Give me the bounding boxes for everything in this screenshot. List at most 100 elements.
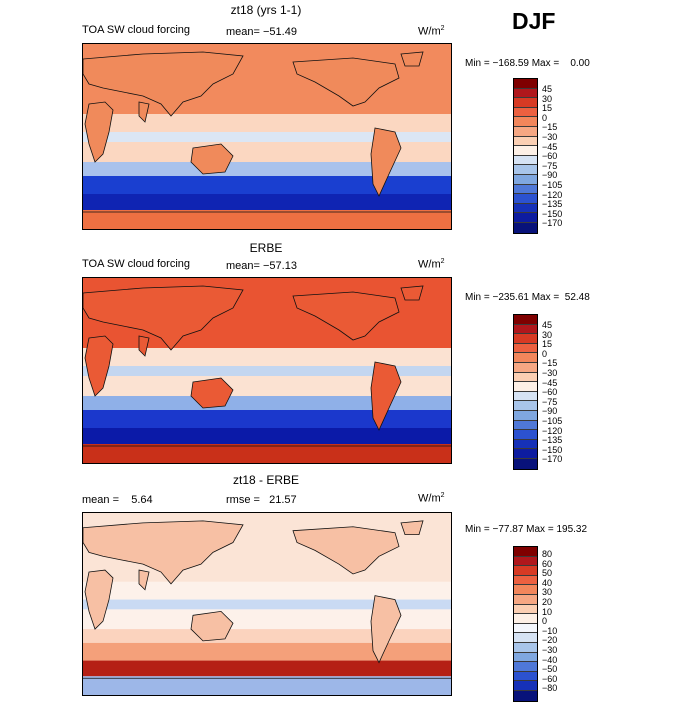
colorbar-tick-label: −105 [542,179,563,190]
continent-australia [191,611,233,641]
colorbar-tick-label: −170 [542,218,563,229]
colorbar-swatch [514,671,537,682]
panel-2-minmax: Min = −235.61 Max = 52.48 [465,292,590,303]
continent-australia [191,144,233,174]
panel-3-map-svg [83,513,451,695]
season-label: DJF [512,8,556,34]
colorbar-swatch [514,547,537,557]
colorbar-tick-label: −135 [542,199,563,210]
colorbar-swatch [514,604,537,615]
zonal-band-tropic [83,376,451,396]
colorbar-swatch [514,382,537,392]
zonal-band-tropic [83,348,451,366]
panel-2-colorbar-labels: 45 30 15 0 −15 −30 −45 −60 −75 −90 −105 −120 −135 −15… [542,320,563,465]
colorbar-swatch [514,614,537,624]
continent-eurasia [83,521,243,584]
colorbar-tick-label: −60 [542,387,558,398]
zonal-band-southern_deep [83,410,451,428]
colorbar-swatch [514,174,537,185]
colorbar-swatch [514,391,537,402]
zonal-band-itcz [83,599,451,610]
colorbar-tick-label: 40 [542,577,553,588]
zonal-band-southern_light [83,396,451,410]
continent-greenland [401,521,423,535]
colorbar-tick-label: −45 [542,377,558,388]
panel-1-map [82,43,452,230]
panel-1-colorbar [513,78,538,234]
colorbar-tick-label: 30 [542,93,553,104]
colorbar-tick-label: −10 [542,625,558,636]
continent-india [139,102,149,122]
colorbar-tick-label: 30 [542,329,553,340]
zonal-band-tropic [83,114,451,132]
colorbar-tick-label: −90 [542,406,558,417]
panel-2-variable-label: TOA SW cloud forcing [82,258,191,270]
panel-3-colorbar [513,546,538,702]
zonal-band-itcz [83,366,451,376]
colorbar-swatch [514,458,537,469]
panel-1-units: W/m2 [418,25,445,38]
colorbar-swatch [514,155,537,166]
colorbar-tick-label: −150 [542,444,563,455]
colorbar-tick-label: 60 [542,558,553,569]
colorbar-tick-label: −30 [542,367,558,378]
colorbar-swatch [514,213,537,223]
colorbar-tick-label: −45 [542,141,558,152]
colorbar-swatch [514,662,537,672]
colorbar-swatch [514,410,537,421]
panel-2-map [82,277,452,464]
zonal-band-southern_light [83,162,451,176]
continent-india [139,570,149,590]
colorbar-tick-label: −90 [542,170,558,181]
zonal-band-southern_core [83,660,451,677]
colorbar-tick-label: −170 [542,454,563,465]
zonal-band-antarctic [83,444,451,463]
colorbar-swatch [514,194,537,204]
colorbar-tick-label: −75 [542,396,558,407]
colorbar-swatch [514,222,537,233]
colorbar-swatch [514,98,537,108]
colorbar-tick-label: 0 [542,616,548,627]
colorbar-tick-label: 45 [542,320,553,330]
colorbar-swatch [514,107,537,118]
continent-eurasia [83,286,243,350]
colorbar-swatch [514,594,537,605]
colorbar-tick-label: −30 [542,644,558,655]
colorbar-swatch [514,449,537,459]
continent-india [139,336,149,356]
colorbar-tick-label: −60 [542,151,558,162]
colorbar-tick-label: −105 [542,415,563,426]
panel-1-minmax: Min = −168.59 Max = 0.00 [465,58,590,69]
panel-1-mean: mean= −51.49 [226,26,297,38]
colorbar-swatch [514,184,537,195]
colorbar-swatch [514,126,537,137]
colorbar-swatch [514,690,537,701]
continent-africa [85,102,113,162]
colorbar-swatch [514,203,537,214]
continent-greenland [401,286,423,300]
continent-north-america [293,58,399,106]
panel-2-mean: mean= −57.13 [226,260,297,272]
colorbar-tick-label: −15 [542,358,558,369]
panel-1-title: zt18 (yrs 1-1) [230,3,302,17]
continent-south-america [371,362,401,430]
colorbar-swatch [514,566,537,576]
colorbar-swatch [514,556,537,567]
continent-south-america [371,596,401,663]
panel-3-minmax: Min = −77.87 Max = 195.32 [465,524,588,535]
continent-greenland [401,52,423,66]
colorbar-tick-label: 80 [542,549,553,559]
panel-3-title: zt18 - ERBE [232,473,300,487]
colorbar-swatch [514,585,537,595]
colorbar-tick-label: −80 [542,683,558,694]
colorbar-tick-label: −20 [542,635,558,646]
colorbar-swatch [514,372,537,383]
zonal-band-southern_core [83,194,451,210]
panel-3-rmse: rmse = 21.57 [226,494,297,506]
panel-3-map [82,512,452,696]
colorbar-swatch [514,353,537,363]
continent-eurasia [83,52,243,116]
panel-1-map-svg [83,44,451,229]
zonal-band-itcz [83,132,451,142]
colorbar-tick-label: −40 [542,654,558,665]
